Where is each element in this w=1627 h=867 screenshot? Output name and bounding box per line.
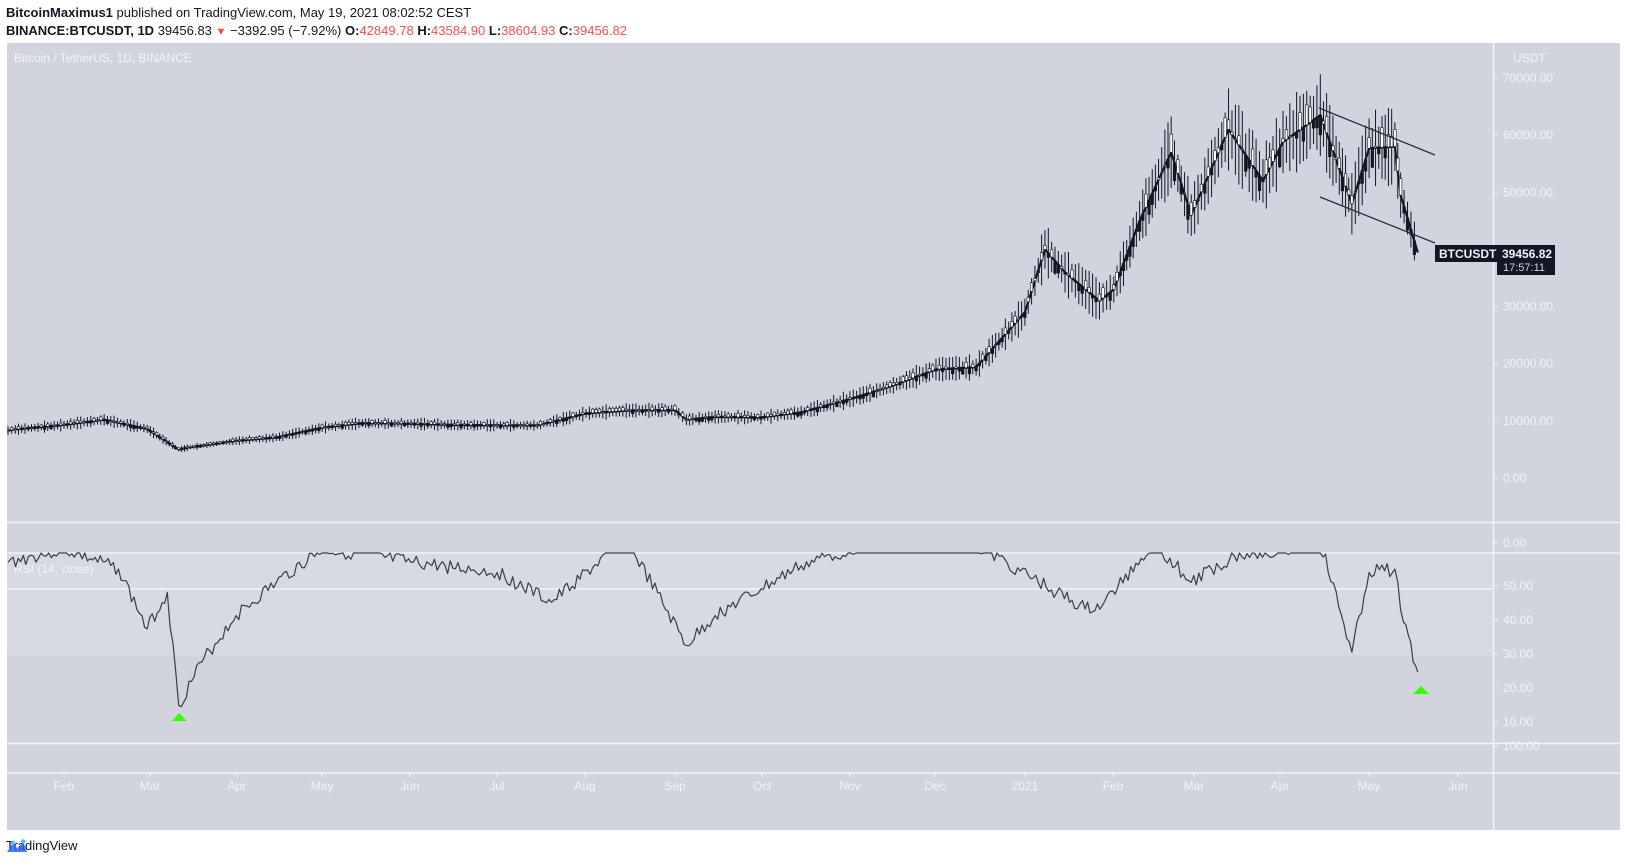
price-tick-label: 70000.00: [1503, 71, 1553, 85]
price-tick-label: 50000.00: [1503, 185, 1553, 199]
time-tick-label: Apr: [1271, 779, 1290, 793]
close-value: 39456.82: [572, 23, 627, 38]
time-tick-label: Apr: [228, 779, 247, 793]
rsi-tick-label: 10.00: [1503, 715, 1533, 729]
candlesticks: [7, 74, 1417, 452]
high-label: H:: [417, 23, 432, 38]
price-axis-unit: USDT: [1513, 51, 1546, 65]
low-value: 38604.93: [501, 23, 556, 38]
time-tick-label: May: [311, 779, 334, 793]
rsi-tick-label: 40.00: [1503, 613, 1533, 627]
price-tick-label: 10000.00: [1503, 414, 1553, 428]
last-price: 39456.83: [157, 23, 212, 38]
bullish-marker-triangle-icon: [1413, 686, 1429, 694]
price-tick-label: 60000.00: [1503, 128, 1553, 142]
bar-countdown: 17:57:11: [1503, 262, 1545, 274]
time-tick-label: Dec: [924, 779, 945, 793]
channel-lower-trendline[interactable]: [1319, 196, 1436, 244]
rsi-tick-label: 0.00: [1503, 536, 1527, 550]
time-tick-label: Sep: [664, 779, 686, 793]
time-tick-label: 2021: [1012, 779, 1039, 793]
price-label-tag: BTCUSDT 39456.82 17:57:11: [1435, 245, 1555, 275]
time-tick-label: Oct: [753, 779, 772, 793]
price-tick-label: 30000.00: [1503, 300, 1553, 314]
price-axis[interactable]: 70000.0060000.0050000.0040000.0030000.00…: [1493, 71, 1553, 485]
rsi-tick-label: 50.00: [1503, 579, 1533, 593]
rsi-tick-label: 20.00: [1503, 681, 1533, 695]
high-value: 43584.90: [431, 23, 486, 38]
symbol-tag: [1435, 245, 1499, 262]
time-tick-label: Nov: [839, 779, 860, 793]
price-change: −3392.95 (−7.92%): [230, 23, 342, 38]
last-price-tag: [1497, 245, 1555, 275]
price-series: [7, 114, 1419, 451]
rsi-title: RSI (14, close): [14, 562, 93, 576]
rsi-line: [7, 552, 1419, 708]
bullish-marker-triangle-icon: [172, 713, 187, 721]
open-value: 42849.78: [359, 23, 414, 38]
time-tick-label: Jul: [489, 779, 504, 793]
author-name[interactable]: BitcoinMaximus1: [6, 5, 113, 20]
time-tick-label: Mar: [140, 779, 161, 793]
tradingview-branding[interactable]: TradingView: [6, 838, 78, 853]
chart-canvas[interactable]: Bitcoin / TetherUS, 1D, BINANCE USDT RSI…: [7, 43, 1620, 830]
time-tick-label: Feb: [54, 779, 75, 793]
low-label: L:: [488, 23, 502, 38]
open-label: O:: [345, 23, 360, 38]
publication-header: BitcoinMaximus1 published on TradingView…: [6, 4, 627, 41]
time-tick-label: Mar: [1184, 779, 1205, 793]
time-tick-label: Jun: [400, 779, 419, 793]
chart-container[interactable]: Bitcoin / TetherUS, 1D, BINANCE USDT RSI…: [7, 43, 1620, 830]
rsi-tick-label: 30.00: [1503, 647, 1533, 661]
channel-upper-trendline[interactable]: [1318, 107, 1436, 156]
time-tick-label: Aug: [574, 779, 595, 793]
price-tick-label: 0.00: [1503, 471, 1527, 485]
symbol-tag-text: BTCUSDT: [1439, 247, 1497, 261]
rsi-band: [7, 553, 1493, 655]
tradingview-logo-icon: [7, 839, 27, 852]
published-text: published on TradingView.com, May 19, 20…: [116, 5, 472, 20]
time-tick-label: May: [1358, 779, 1381, 793]
symbol-label: BINANCE:BTCUSDT, 1D: [6, 23, 155, 38]
time-axis[interactable]: Feb Mar Apr May Jun Jul Aug Sep Oct Nov Dec 2021 Feb…: [54, 773, 1468, 793]
close-label: C:: [559, 23, 573, 38]
ohlc-legend: BINANCE:BTCUSDT, 1D 39456.83 ▼ −3392.95 …: [6, 22, 627, 41]
price-tick-label: 20000.00: [1503, 357, 1553, 371]
time-tick-label: Jun: [1448, 779, 1467, 793]
last-price-tag-value: 39456.82: [1502, 247, 1552, 261]
chart-title: Bitcoin / TetherUS, 1D, BINANCE: [14, 51, 192, 65]
down-triangle-icon: ▼: [215, 26, 227, 38]
rsi-tick-label: 100.00: [1503, 739, 1540, 753]
time-tick-label: Feb: [1103, 779, 1124, 793]
rsi-axis[interactable]: 0.00 50.00 40.00 30.00 20.00 10.00 100.00: [1493, 536, 1540, 753]
